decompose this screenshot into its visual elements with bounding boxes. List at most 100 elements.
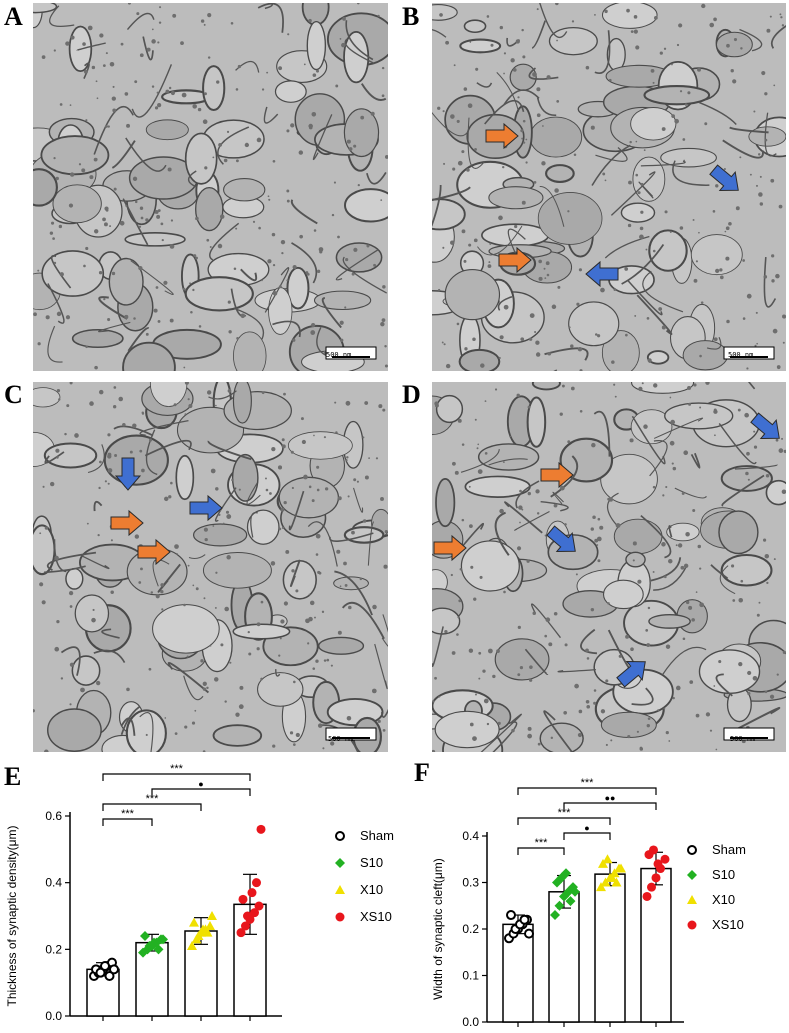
y-tick-label: 0.1 — [462, 969, 479, 983]
vesicle — [464, 347, 468, 351]
vesicle — [163, 280, 168, 285]
vesicle — [675, 685, 681, 691]
vesicle — [758, 192, 763, 197]
vesicle — [636, 730, 639, 733]
vesicle — [283, 392, 286, 396]
vesicle — [726, 43, 730, 48]
vesicle — [521, 508, 524, 511]
vesicle — [114, 453, 118, 457]
vesicle — [467, 103, 473, 109]
cell-profile — [435, 394, 464, 424]
cell-profile — [620, 202, 656, 223]
vesicle — [776, 673, 779, 676]
membrane-line — [44, 565, 86, 574]
membrane-line — [80, 554, 110, 570]
vesicle — [99, 460, 102, 464]
membrane-line — [208, 390, 237, 400]
vesicle — [337, 630, 342, 635]
legend-label-sham: Sham — [712, 842, 746, 857]
vesicle — [658, 307, 663, 311]
membrane-line — [706, 337, 722, 350]
vesicle — [618, 654, 622, 658]
vesicle — [278, 527, 282, 531]
membrane-line — [321, 297, 342, 329]
vesicle — [432, 749, 436, 752]
data-point-xs10 — [647, 882, 656, 892]
vesicle — [647, 606, 651, 610]
vesicle — [151, 85, 155, 88]
vesicle — [154, 106, 159, 110]
vesicle — [692, 218, 695, 221]
membrane-line — [467, 117, 485, 169]
vesicle — [93, 229, 99, 234]
vesicle — [204, 92, 207, 96]
vesicle — [451, 651, 456, 655]
cell-profile — [232, 382, 252, 424]
membrane-line — [381, 614, 388, 647]
vesicle — [535, 340, 540, 345]
vesicle — [477, 469, 483, 474]
vesicle — [639, 747, 644, 751]
legend-label-s10: S10 — [712, 867, 735, 882]
cell-profile — [568, 301, 620, 347]
vesicle — [372, 604, 377, 610]
vesicle — [635, 140, 638, 143]
cell-profile — [184, 276, 254, 312]
vesicle — [639, 234, 644, 240]
vesicle — [375, 457, 379, 460]
vesicle — [281, 526, 285, 530]
vesicle — [364, 401, 369, 405]
legend-label-xs10: XS10 — [712, 917, 744, 932]
vesicle — [324, 487, 329, 491]
vesicle — [573, 153, 577, 156]
vesicle — [782, 314, 786, 319]
vesicle — [541, 125, 544, 127]
cell-profile — [463, 19, 487, 34]
membrane-line — [432, 626, 444, 667]
vesicle — [442, 110, 445, 113]
vesicle — [518, 505, 523, 510]
cell-profile — [526, 396, 547, 448]
cell-profile — [233, 331, 267, 371]
data-point-xs10 — [247, 888, 257, 898]
vesicle — [683, 450, 689, 456]
cell-profile — [317, 636, 365, 655]
blue-arrow-icon — [709, 164, 739, 191]
significance-bracket — [517, 817, 611, 825]
vesicle — [382, 408, 386, 412]
vesicle — [267, 259, 272, 264]
vesicle — [69, 703, 72, 706]
membrane-line — [528, 67, 559, 80]
vesicle — [346, 715, 352, 721]
vesicle — [607, 497, 611, 501]
vesicle — [315, 659, 319, 663]
vesicle — [256, 137, 262, 143]
vesicle — [45, 315, 50, 320]
vesicle — [663, 707, 666, 710]
vesicle — [646, 723, 650, 728]
vesicle — [340, 338, 344, 342]
membrane-line — [734, 464, 778, 470]
vesicle — [635, 173, 639, 177]
vesicle — [316, 465, 320, 469]
vesicle — [665, 485, 668, 489]
vesicle — [226, 514, 232, 519]
data-point-x10 — [202, 927, 213, 937]
vesicle — [525, 161, 528, 164]
vesicle — [712, 210, 716, 213]
vesicle — [527, 491, 531, 496]
membrane-line — [127, 327, 150, 352]
vesicle — [104, 124, 108, 128]
vesicle — [614, 395, 617, 398]
chart-f: Width of synaptic cleft(μm) 0.0 0.1 0.2 0.3 0… — [412, 756, 789, 1029]
vesicle — [489, 242, 492, 245]
vesicle — [611, 360, 615, 364]
vesicle — [315, 553, 319, 556]
vesicle — [95, 158, 98, 161]
vesicle — [688, 605, 693, 610]
cell-profile — [232, 623, 291, 640]
vesicle — [647, 717, 651, 721]
cell-profile — [33, 168, 58, 207]
vesicle — [548, 642, 553, 647]
vesicle — [755, 311, 758, 314]
